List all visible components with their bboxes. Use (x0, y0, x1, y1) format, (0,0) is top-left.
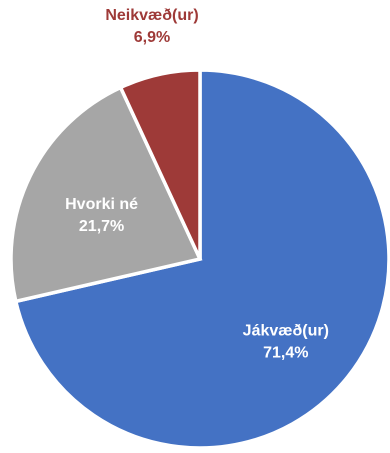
pie-slices (9, 68, 390, 450)
pie-slice-3 (118, 68, 202, 260)
slice-labels: Jákvæð(ur) 71,4% Hvorki né 21,7% Neikvæð(ur)… (65, 7, 329, 361)
pie-slice-1 (13, 68, 390, 450)
slice-name-label-2: Hvorki né (65, 196, 138, 213)
slice-value-label-2: 21,7% (79, 218, 124, 235)
slice-value-label-1: 71,4% (263, 344, 308, 361)
slice-name-label-3: Neikvæð(ur) (105, 7, 198, 24)
slice-name-label-1: Jákvæð(ur) (243, 322, 329, 339)
pie-slice-2 (9, 85, 203, 304)
slice-value-label-3: 6,9% (134, 29, 170, 46)
